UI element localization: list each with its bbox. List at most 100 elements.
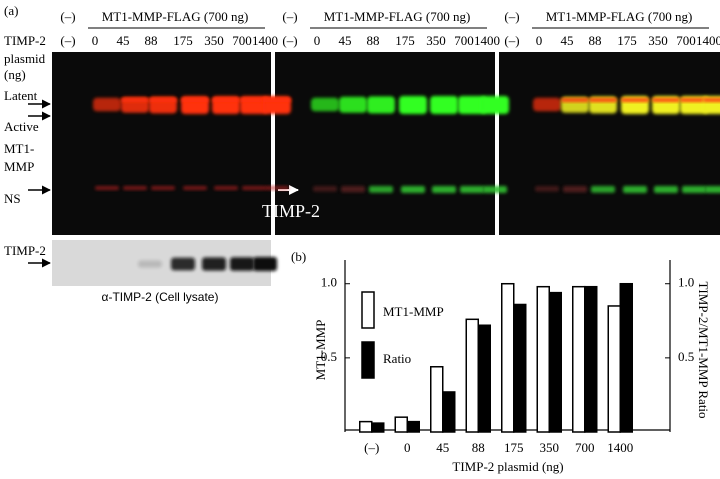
lane-neg: (–) xyxy=(282,9,297,24)
ns-band xyxy=(563,186,587,193)
y-tick-label: 1.0 xyxy=(321,275,337,290)
band xyxy=(652,98,680,102)
band xyxy=(240,98,268,102)
bar xyxy=(371,422,385,433)
ns-band xyxy=(483,186,507,193)
band xyxy=(263,98,291,102)
band xyxy=(181,98,209,102)
row-label: TIMP-2 xyxy=(4,33,46,48)
ns-band xyxy=(313,186,337,192)
ns-band xyxy=(654,186,678,193)
bar xyxy=(394,416,408,433)
ns-band xyxy=(265,186,289,190)
ns-band xyxy=(705,186,720,193)
x-tick-label: (–) xyxy=(364,440,379,455)
ns-band xyxy=(535,186,559,192)
construct-label: MT1-MMP-FLAG (700 ng) xyxy=(546,9,693,24)
lysate-band xyxy=(138,260,162,268)
legend-label: MT1-MMP xyxy=(383,304,444,319)
dose-label: 350 xyxy=(426,33,446,48)
dose-label: 700 xyxy=(454,33,474,48)
bar xyxy=(607,305,621,433)
x-tick-label: 350 xyxy=(540,440,560,455)
lysate-band xyxy=(230,257,254,271)
dose-label: 1400 xyxy=(696,33,720,48)
bar xyxy=(501,282,515,433)
band xyxy=(121,98,149,102)
row-label: Active xyxy=(4,119,39,134)
ns-band xyxy=(591,186,615,193)
row-label: MT1- xyxy=(4,141,34,156)
lane-neg: (–) xyxy=(60,9,75,24)
lysate-band xyxy=(171,257,195,271)
bar xyxy=(513,303,527,433)
blot-panels xyxy=(52,52,720,286)
ns-band xyxy=(623,186,647,193)
band xyxy=(589,98,617,102)
blot-green xyxy=(275,52,495,235)
band xyxy=(533,97,561,112)
y-axis-label: MT1-MMP xyxy=(313,320,328,381)
panel-label: (b) xyxy=(291,249,306,264)
dose-label: 88 xyxy=(367,33,380,48)
band xyxy=(561,98,589,102)
blot-red xyxy=(52,52,271,235)
bar xyxy=(430,366,444,433)
bar xyxy=(584,285,598,433)
lysate-band xyxy=(253,257,277,271)
overlay-label: TIMP-2 xyxy=(262,201,320,221)
dose-label: 700 xyxy=(676,33,696,48)
dose-label: (–) xyxy=(60,33,75,48)
x-tick-label: 45 xyxy=(436,440,449,455)
bar xyxy=(442,391,456,433)
row-label: MMP xyxy=(4,159,34,174)
lysate-band xyxy=(202,257,226,271)
dose-label: 1400 xyxy=(252,33,278,48)
legend-swatch xyxy=(361,341,375,379)
ns-band xyxy=(151,186,175,190)
band xyxy=(339,96,367,113)
lysate-caption: α-TIMP-2 (Cell lysate) xyxy=(102,290,219,304)
ns-band xyxy=(682,186,706,193)
lane-neg: (–) xyxy=(504,9,519,24)
bar xyxy=(619,282,633,433)
band xyxy=(149,98,177,102)
dose-label: (–) xyxy=(504,33,519,48)
band xyxy=(458,96,486,114)
ns-band xyxy=(183,186,207,190)
ns-band xyxy=(432,186,456,193)
band xyxy=(621,98,649,102)
bar xyxy=(465,318,479,433)
ns-band xyxy=(369,186,393,193)
dose-label: 700 xyxy=(232,33,252,48)
ns-band xyxy=(95,186,119,190)
x-tick-label: 175 xyxy=(504,440,524,455)
dose-label: 1400 xyxy=(474,33,500,48)
bar xyxy=(572,285,586,433)
dose-label: 350 xyxy=(204,33,224,48)
dose-label: 88 xyxy=(589,33,602,48)
dose-label: 175 xyxy=(173,33,193,48)
y-tick-label: 0.5 xyxy=(321,349,337,364)
band xyxy=(311,97,339,112)
dose-label: 175 xyxy=(395,33,415,48)
x-tick-label: 0 xyxy=(404,440,411,455)
x-tick-label: 700 xyxy=(575,440,595,455)
bar xyxy=(536,285,550,433)
dose-label: 0 xyxy=(536,33,543,48)
lysate-label: TIMP-2 xyxy=(4,243,46,258)
dose-label: 0 xyxy=(314,33,321,48)
dose-label: 350 xyxy=(648,33,668,48)
ns-band xyxy=(401,186,425,193)
band xyxy=(93,97,121,112)
band xyxy=(399,96,427,114)
blot-merge xyxy=(499,52,720,235)
ns-band xyxy=(214,186,238,190)
row-label: plasmid xyxy=(4,51,46,66)
ns-band xyxy=(341,186,365,193)
dose-label: 0 xyxy=(92,33,99,48)
ns-band xyxy=(123,186,147,190)
dose-label: 175 xyxy=(617,33,637,48)
row-label: Latent xyxy=(4,88,38,103)
